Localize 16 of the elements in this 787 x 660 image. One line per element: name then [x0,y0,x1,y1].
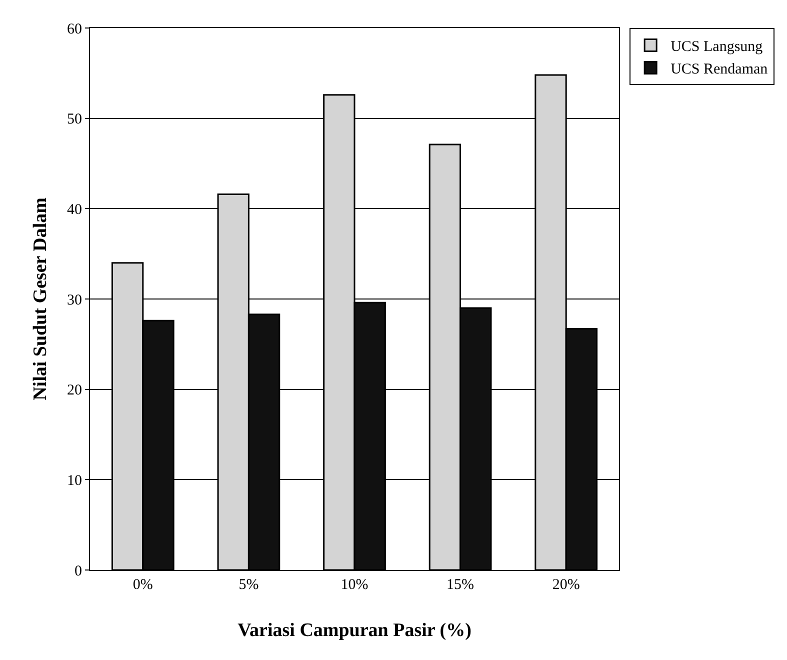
legend-label: UCS Langsung [670,39,764,56]
y-axis-title: Nilai Sudut Geser Dalam [30,197,51,400]
y-tick-label: 60 [67,21,82,38]
x-axis-title: Variasi Campuran Pasir (%) [238,620,472,641]
x-tick-label: 0% [132,577,153,593]
y-tick-label: 10 [67,472,82,489]
y-tick-label: 30 [67,292,82,308]
y-tick-label: 40 [67,202,82,218]
y-tick-label: 50 [67,112,82,128]
legend-label: UCS Rendaman [670,62,768,78]
x-tick-label: 15% [446,577,474,593]
y-tick-label: 20 [67,382,82,399]
x-tick-label: 10% [340,577,368,593]
x-tick-label: 5% [238,577,259,593]
y-tick-label: 0 [74,563,82,580]
x-tick-label: 20% [552,577,580,593]
